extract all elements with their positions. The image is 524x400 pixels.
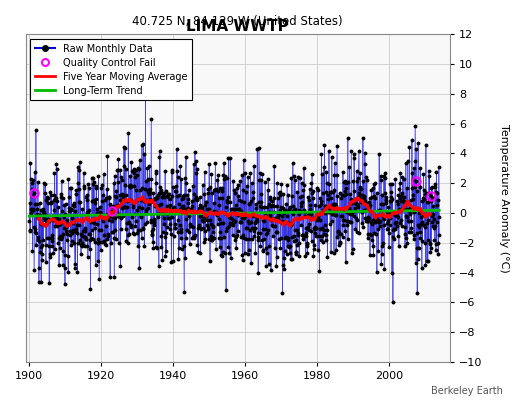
Text: Berkeley Earth: Berkeley Earth: [431, 386, 503, 396]
Legend: Raw Monthly Data, Quality Control Fail, Five Year Moving Average, Long-Term Tren: Raw Monthly Data, Quality Control Fail, …: [30, 39, 192, 100]
Text: 40.725 N, 84.129 W (United States): 40.725 N, 84.129 W (United States): [133, 15, 343, 28]
Title: LIMA WWTP: LIMA WWTP: [187, 19, 289, 34]
Y-axis label: Temperature Anomaly (°C): Temperature Anomaly (°C): [499, 124, 509, 272]
